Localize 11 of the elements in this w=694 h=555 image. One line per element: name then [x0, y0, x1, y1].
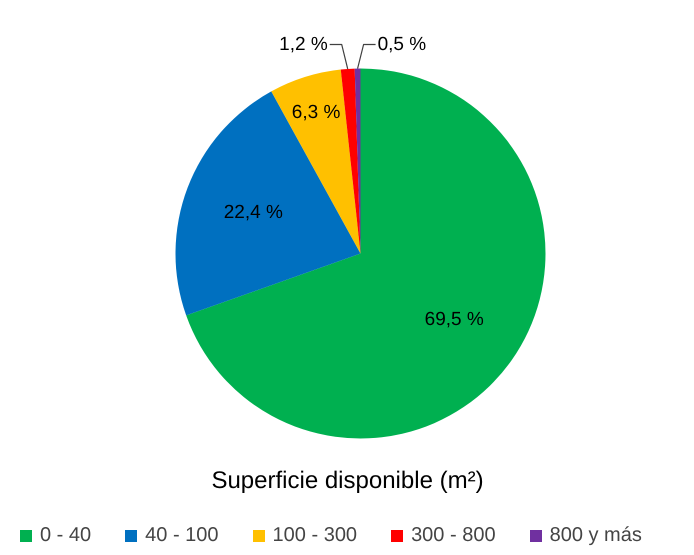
text: Superficie disponible (m²) — [211, 467, 484, 494]
data-label: 69,5 % — [424, 309, 484, 330]
legend-label: 40 - 100 — [145, 524, 219, 547]
legend-label: 0 - 40 — [40, 524, 92, 547]
data-label: 0,5 % — [378, 34, 426, 55]
legend-label: 800 y más — [550, 524, 642, 547]
data-label: 6,3 % — [292, 102, 340, 123]
legend-label: 100 - 300 — [272, 524, 358, 547]
legend-label: 300 - 800 — [411, 524, 496, 547]
data-label: 1,2 % — [279, 34, 328, 55]
data-label: 22,4 % — [224, 202, 283, 224]
